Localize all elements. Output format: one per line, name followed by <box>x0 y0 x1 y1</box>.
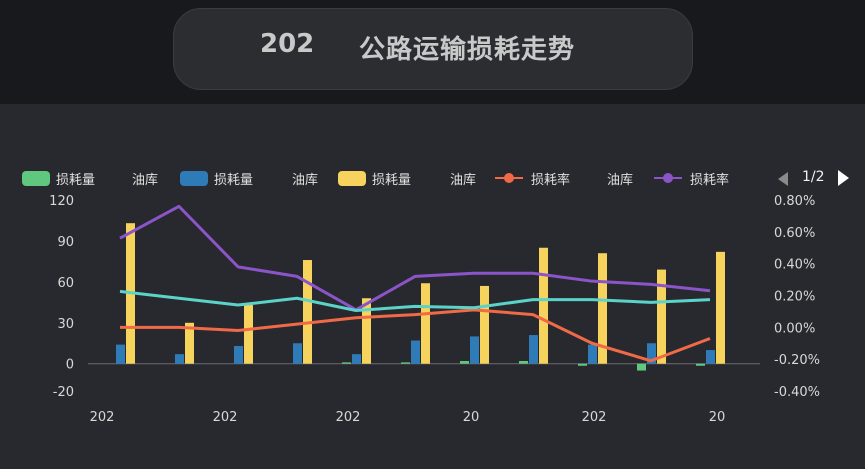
legend-label: 损耗量 <box>56 173 96 188</box>
y-left-tick-label: -20 <box>53 385 74 400</box>
bar <box>480 285 489 364</box>
y-right-tick-label: 0.80% <box>774 194 815 209</box>
legend-label-suffix: 油库 <box>450 173 477 188</box>
x-tick-label: 202 <box>90 410 115 425</box>
bar <box>529 335 538 364</box>
legend-label-suffix: 油库 <box>607 173 634 188</box>
legend-swatch-purple-dot <box>663 173 673 183</box>
bar <box>706 350 715 364</box>
y-right-tick-label: 0.40% <box>774 258 815 273</box>
bar <box>578 363 587 366</box>
bar <box>421 283 430 364</box>
x-tick-label: 20 <box>463 410 480 425</box>
bar <box>411 340 420 364</box>
series-line <box>119 204 711 312</box>
bar <box>519 360 528 364</box>
bar <box>647 343 656 364</box>
chart-legend: 损耗量 油库 损耗量 油库 损耗量 油库 损耗率 油库 损耗率 1/2 <box>0 166 865 190</box>
legend-swatch-green <box>22 171 50 186</box>
legend-swatch-orange-dot <box>504 173 514 183</box>
y-left-tick-label: 0 <box>66 358 74 373</box>
bar <box>342 362 351 364</box>
legend-next-page-icon[interactable] <box>838 170 849 186</box>
legend-page-indicator: 1/2 <box>802 169 825 185</box>
legend-label: 损耗率 <box>531 173 571 188</box>
bar <box>470 336 479 364</box>
bar <box>352 354 361 364</box>
bar <box>637 363 646 371</box>
title-banner: 202 公路运输损耗走势 <box>173 8 693 90</box>
bar <box>657 269 666 364</box>
bar <box>539 247 548 364</box>
x-tick-label: 202 <box>582 410 607 425</box>
legend-label-suffix: 油库 <box>132 173 159 188</box>
y-left-tick-label: 120 <box>49 194 74 209</box>
y-right-tick-label: -0.40% <box>774 385 820 400</box>
legend-swatch-yellow <box>338 171 366 186</box>
bar <box>460 360 469 364</box>
legend-pager: 1/2 <box>778 166 858 190</box>
y-right-tick-label: 0.60% <box>774 226 815 241</box>
bar <box>696 363 705 366</box>
legend-label: 损耗率 <box>690 173 730 188</box>
x-tick-label: 202 <box>213 410 238 425</box>
bar <box>244 305 253 364</box>
x-tick-label: 202 <box>336 410 361 425</box>
y-left-tick-label: 30 <box>57 317 74 332</box>
bar <box>716 251 725 364</box>
series-line <box>119 289 711 313</box>
y-left-tick-label: 90 <box>57 235 74 250</box>
bar <box>303 260 312 364</box>
legend-label: 损耗量 <box>214 173 254 188</box>
y-right-tick-label: 0.00% <box>774 321 815 336</box>
y-right-tick-label: 0.20% <box>774 290 815 305</box>
legend-label-suffix: 油库 <box>292 173 319 188</box>
bar <box>588 344 597 364</box>
bar <box>401 362 410 364</box>
bar <box>234 345 243 364</box>
series-line <box>120 308 711 363</box>
bar <box>185 322 194 364</box>
legend-swatch-blue <box>180 171 208 186</box>
y-right-tick-label: -0.20% <box>774 353 820 368</box>
bar <box>598 253 607 364</box>
x-tick-label: 20 <box>709 410 726 425</box>
legend-prev-page-icon[interactable] <box>778 172 788 186</box>
y-left-tick-label: 60 <box>57 276 74 291</box>
legend-label: 损耗量 <box>372 173 412 188</box>
bar <box>362 298 371 364</box>
bar <box>116 344 125 364</box>
page-title: 公路运输损耗走势 <box>359 35 576 65</box>
title-year: 202 <box>260 29 315 59</box>
bar <box>293 343 302 364</box>
bar <box>175 354 184 364</box>
